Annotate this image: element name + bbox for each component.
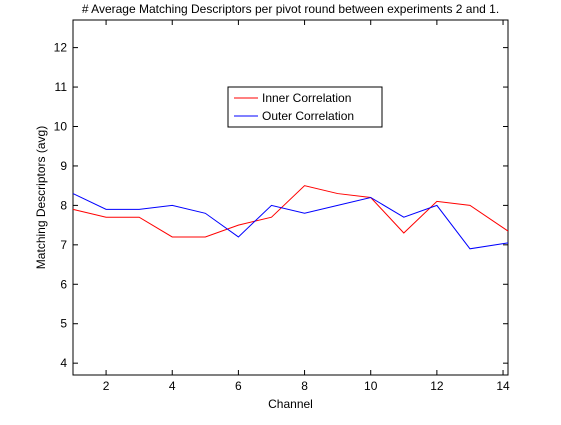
legend-label-1: Inner Correlation bbox=[262, 91, 351, 105]
x-tick-label: 6 bbox=[235, 379, 242, 393]
legend-box bbox=[227, 86, 383, 128]
x-tick-label: 2 bbox=[103, 379, 110, 393]
ticks-layer: 2 4 6 8 10 12 14 4 5 6 7 8 9 10 11 12 bbox=[54, 20, 510, 393]
y-tick-label: 4 bbox=[60, 356, 67, 370]
x-tick-label: 14 bbox=[496, 379, 510, 393]
x-tick-label: 4 bbox=[169, 379, 176, 393]
y-tick-label: 12 bbox=[54, 41, 68, 55]
y-tick-label: 11 bbox=[55, 80, 68, 94]
x-tick-label: 8 bbox=[301, 379, 308, 393]
legend-label-2: Outer Correlation bbox=[262, 109, 354, 123]
y-tick-label: 8 bbox=[60, 198, 67, 212]
series-line-1 bbox=[72, 185, 509, 238]
y-tick-label: 5 bbox=[60, 317, 67, 331]
x-tick-label: 12 bbox=[430, 379, 444, 393]
y-tick-label: 10 bbox=[54, 120, 68, 134]
y-tick-label: 6 bbox=[60, 277, 67, 291]
series-line-2 bbox=[72, 193, 509, 250]
chart-title: # Average Matching Descriptors per pivot… bbox=[82, 2, 499, 16]
y-tick-label: 9 bbox=[60, 159, 67, 173]
y-axis-label: Matching Descriptors (avg) bbox=[34, 126, 48, 269]
series-layer bbox=[72, 185, 509, 250]
y-tick-label: 7 bbox=[60, 238, 67, 252]
plot-area bbox=[72, 19, 509, 376]
x-axis-label: Channel bbox=[268, 397, 313, 411]
legend: Inner Correlation Outer Correlation bbox=[227, 86, 383, 128]
x-tick-label: 10 bbox=[364, 379, 378, 393]
